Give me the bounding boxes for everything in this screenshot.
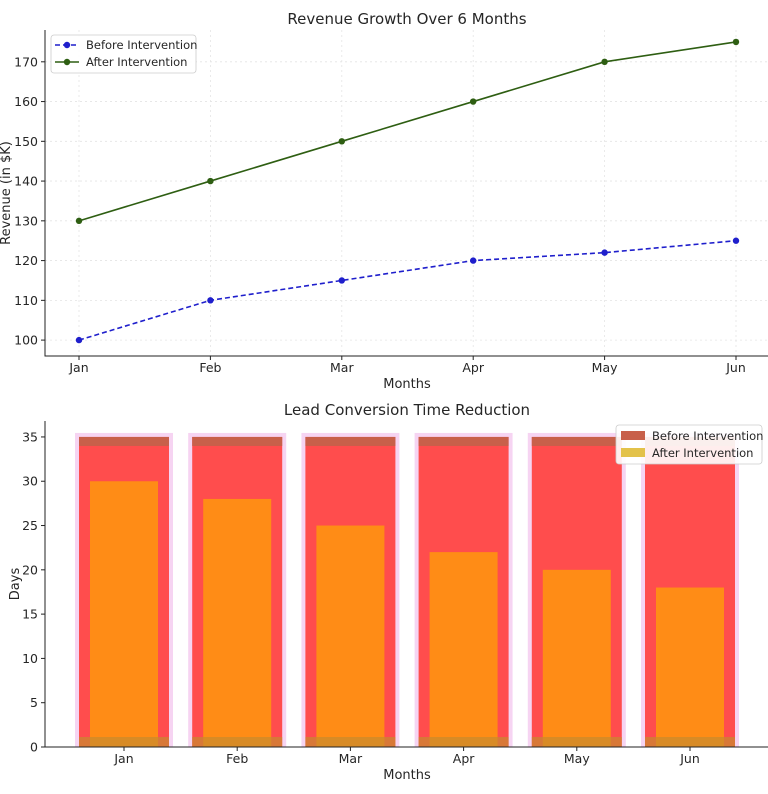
chart1-y-tick-label: 110	[14, 293, 38, 308]
chart1-point-1	[338, 138, 345, 145]
chart1-x-tick-label: Mar	[330, 360, 354, 375]
chart2-x-tick-label: Feb	[226, 751, 248, 766]
chart2-bar-after	[656, 587, 724, 747]
chart2-x-ticks: Jan Feb Mar Apr May Jun	[113, 747, 700, 766]
chart1-point-0	[207, 297, 214, 304]
chart1-x-tick-label: Apr	[462, 360, 484, 375]
chart1-y-ticks: 100 110 120 130 140 150 160 170	[14, 54, 45, 348]
chart2-bar-after	[429, 552, 498, 747]
chart2-x-tick-label: Jun	[679, 751, 700, 766]
chart1-grid	[45, 30, 768, 356]
legend-label-before: Before Intervention	[86, 38, 197, 52]
chart2-y-tick-label: 20	[22, 562, 38, 577]
legend-marker-before	[63, 41, 71, 49]
chart1-point-0	[470, 257, 477, 264]
chart1-legend-frame	[50, 34, 197, 74]
chart1-series-line-0	[78, 239, 737, 341]
chart1-series-line-1	[78, 41, 737, 222]
chart2-y-tick-label: 5	[30, 695, 38, 710]
chart1-y-tick-label: 160	[14, 94, 38, 109]
chart2-x-tick-label: Apr	[453, 751, 475, 766]
chart2-bar-before-cap	[305, 436, 396, 446]
chart2-bar-base	[79, 737, 169, 747]
legend-label-after: After Intervention	[86, 55, 187, 69]
chart1-title: Revenue Growth Over 6 Months	[287, 10, 526, 28]
chart1-point-0	[75, 336, 83, 344]
chart2-title: Lead Conversion Time Reduction	[284, 401, 530, 419]
legend-swatch-before	[621, 431, 645, 440]
chart1-point-1	[470, 98, 477, 105]
chart1-x-tick-label: May	[592, 360, 618, 375]
chart1-point-1	[75, 217, 83, 225]
chart2-y-ticks: 0 5 10 15 20 25 30 35	[22, 429, 45, 755]
chart1-series	[75, 38, 740, 344]
legend-label-after: After Intervention	[652, 446, 753, 460]
chart1-x-tick-label: Feb	[199, 360, 221, 375]
chart1-y-axis-label: Revenue (in $K)	[0, 141, 14, 245]
chart2-bar-base	[531, 737, 622, 747]
chart2-y-tick-label: 25	[22, 518, 38, 533]
chart1-y-tick-label: 120	[14, 253, 38, 268]
chart2-bar-base	[305, 737, 396, 747]
chart1-point-1	[601, 58, 608, 66]
chart2-bar-before-cap	[531, 436, 622, 446]
chart1-y-tick-label: 170	[14, 54, 38, 69]
chart2-bar-after	[316, 525, 385, 747]
chart1-y-tick-label: 140	[14, 174, 38, 189]
chart2-x-axis-label: Months	[383, 768, 431, 783]
chart2-bar-base	[192, 737, 283, 747]
chart1-point-0	[338, 277, 345, 284]
legend-swatch-after	[621, 448, 645, 457]
legend-label-before: Before Intervention	[652, 429, 763, 443]
chart1-point-0	[732, 237, 740, 244]
chart1-x-tick-label: Jun	[725, 360, 746, 375]
chart2-bar-before-cap	[79, 436, 169, 446]
chart2-bar-after	[203, 498, 272, 747]
chart2-bars	[75, 432, 739, 747]
chart2-y-tick-label: 35	[22, 429, 38, 444]
chart1-x-axis-label: Months	[383, 377, 431, 392]
chart2-y-tick-label: 0	[30, 740, 38, 755]
chart2-bar-after	[542, 569, 611, 747]
chart1-y-tick-label: 150	[14, 134, 38, 149]
chart1-point-1	[207, 177, 214, 185]
revenue-line-chart: Revenue Growth Over 6 Months 100 110 120 13…	[0, 10, 768, 392]
chart1-y-tick-label: 100	[14, 333, 38, 348]
chart2-y-tick-label: 15	[22, 607, 38, 622]
chart2-x-tick-label: Mar	[339, 751, 363, 766]
chart1-x-tick-label: Jan	[68, 360, 88, 375]
chart2-y-axis-label: Days	[8, 568, 23, 601]
chart2-y-tick-label: 10	[22, 651, 38, 666]
chart2-legend: Before Intervention After Intervention	[615, 424, 763, 465]
chart1-x-ticks: Jan Feb Mar Apr May Jun	[68, 356, 746, 375]
chart1-point-0	[601, 249, 608, 256]
chart1-point-1	[732, 38, 740, 46]
chart2-bar-base	[645, 737, 735, 747]
chart2-bar-before-cap	[418, 436, 509, 446]
lead-conversion-bar-chart: Lead Conversion Time Reduction 0 5 10 15 20 2…	[8, 401, 768, 783]
chart2-bar-after	[90, 481, 158, 747]
chart2-y-tick-label: 30	[22, 474, 38, 489]
chart1-y-tick-label: 130	[14, 213, 38, 228]
chart2-x-tick-label: May	[564, 751, 590, 766]
legend-marker-after	[63, 58, 71, 66]
chart2-legend-frame	[615, 424, 763, 465]
chart2-bar-before-cap	[192, 436, 283, 446]
chart1-axes	[44, 30, 768, 357]
chart2-bar-base	[418, 737, 509, 747]
chart1-legend: Before Intervention After Intervention	[50, 34, 197, 74]
chart2-x-tick-label: Jan	[113, 751, 133, 766]
